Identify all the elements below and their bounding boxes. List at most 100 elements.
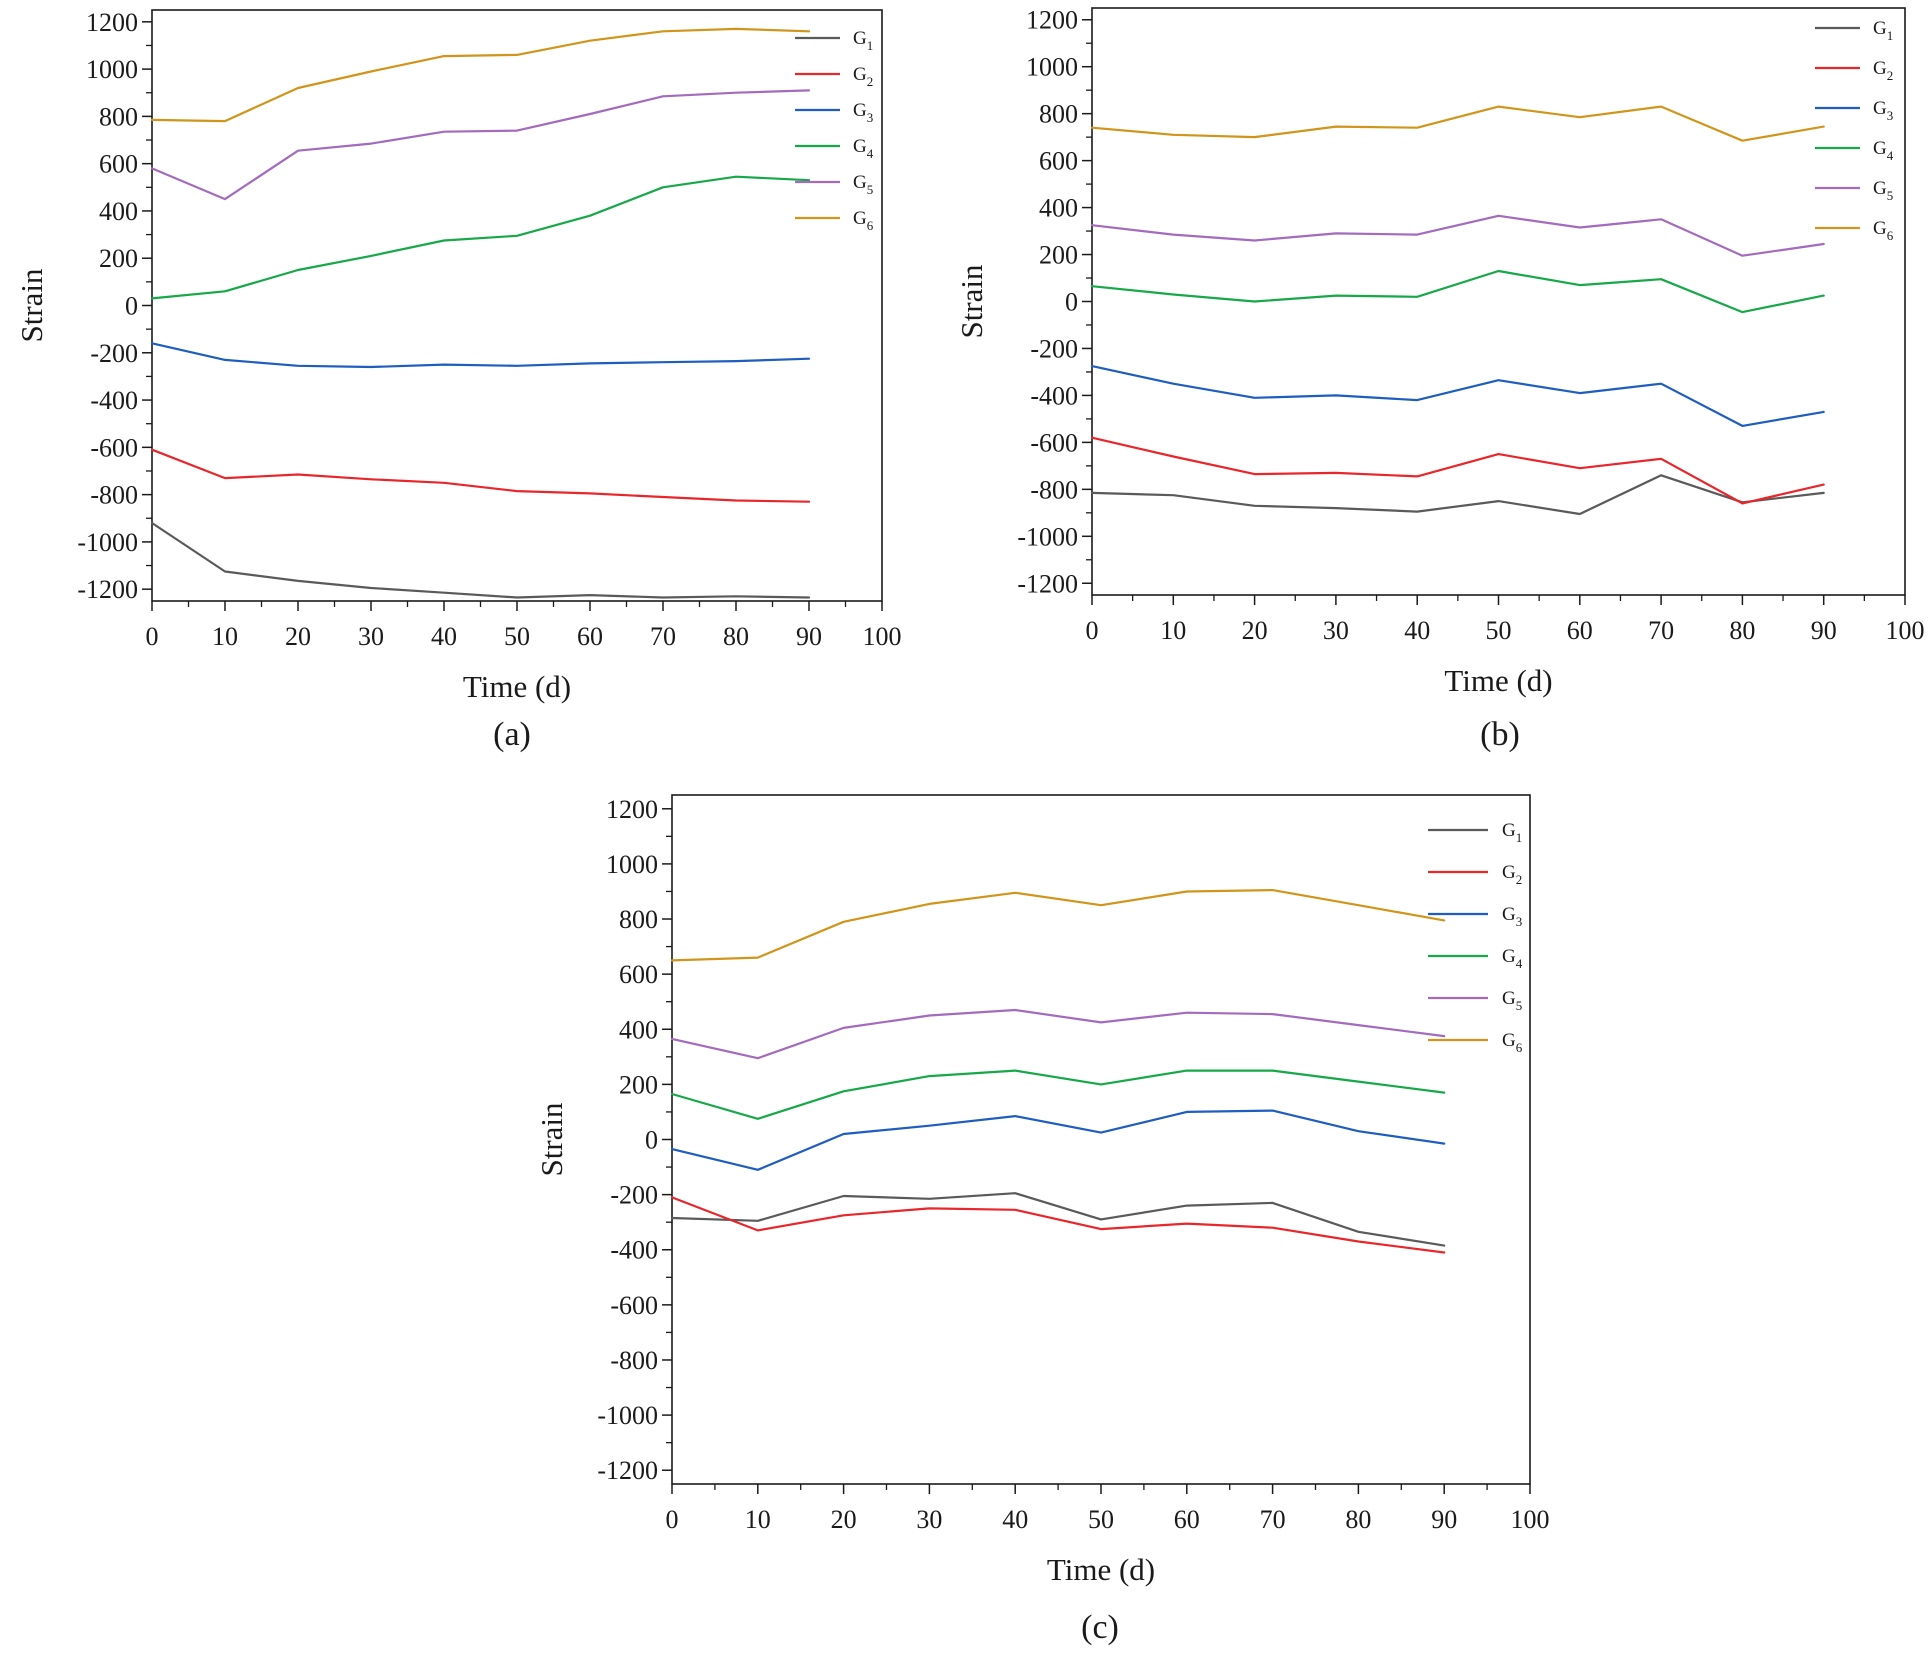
x-axis-title: Time (d) (463, 669, 571, 704)
y-tick-label: -1200 (77, 575, 138, 604)
y-tick-label: 0 (125, 292, 138, 321)
x-tick-label: 50 (1088, 1505, 1114, 1534)
series-line-g5 (670, 1008, 1446, 1060)
legend: G1 G2 G3 G4 G5 G6 (1815, 18, 1894, 243)
y-tick-label: 0 (1065, 288, 1078, 317)
y-tick-label: -800 (1030, 475, 1078, 504)
x-tick-label: 90 (796, 622, 822, 651)
y-tick-label: -1000 (77, 528, 138, 557)
legend-label-g5: G5 (1502, 988, 1522, 1013)
y-tick-label: 1200 (1026, 6, 1078, 35)
chart-c: 0 10 20 30 40 50 60 70 80 90 100 -1200 -1000 -800 -600… (534, 794, 1550, 1646)
x-tick-label: 20 (1242, 616, 1268, 645)
series-line-g6 (1090, 105, 1825, 142)
x-tick-label: 10 (212, 622, 238, 651)
x-axis-title: Time (d) (1047, 1552, 1155, 1587)
y-tick-label: 1200 (606, 795, 658, 824)
chart-b: 0 10 20 30 40 50 60 70 80 90 100 -1200 -1000 -800 -600… (954, 6, 1925, 753)
y-tick-label: 400 (1039, 194, 1078, 223)
y-tick-label: -400 (90, 386, 138, 415)
series-line-g6 (150, 27, 811, 123)
y-tick-label: 1200 (86, 8, 138, 37)
x-tick-label: 70 (650, 622, 676, 651)
y-axis-title: Strain (954, 264, 989, 339)
chart-panel-a: 0 10 20 30 40 50 60 70 80 90 100 -1200 -1000 -800 -600… (0, 0, 960, 770)
y-tick-label: -1000 (597, 1401, 658, 1430)
y-tick-label: -200 (1030, 334, 1078, 363)
series-line-g3 (1090, 365, 1825, 427)
legend-label-g6: G6 (1502, 1030, 1523, 1055)
x-tick-label: 80 (723, 622, 749, 651)
legend-label-g2: G2 (1873, 58, 1893, 83)
y-tick-label: 200 (99, 244, 138, 273)
x-tick-label: 30 (358, 622, 384, 651)
legend-label-g5: G5 (853, 172, 873, 197)
series-line-g1 (1090, 474, 1825, 516)
y-tick-label: 1000 (1026, 53, 1078, 82)
legend: G1 G2 G3 G4 G5 G6 (795, 28, 874, 233)
panel-caption-a: (a) (493, 716, 531, 753)
legend-label-g3: G3 (853, 100, 873, 125)
series-line-g4 (670, 1069, 1446, 1120)
y-tick-label: -400 (1030, 381, 1078, 410)
y-tick-label: -400 (610, 1236, 658, 1265)
x-tick-label: 20 (285, 622, 311, 651)
y-tick-label: 600 (619, 960, 658, 989)
y-tick-label: 0 (645, 1126, 658, 1155)
y-tick-label: -200 (90, 339, 138, 368)
plot-frame (671, 794, 1531, 1485)
y-tick-label: -1200 (597, 1456, 658, 1485)
y-tick-label: 400 (619, 1015, 658, 1044)
chart-a: 0 10 20 30 40 50 60 70 80 90 100 -1200 -1000 -800 -600… (14, 8, 902, 753)
x-axis-title: Time (d) (1444, 663, 1552, 698)
y-tick-label: 800 (1039, 100, 1078, 129)
series-line-g4 (150, 175, 811, 300)
legend-label-g3: G3 (1502, 904, 1522, 929)
series-line-g3 (670, 1109, 1446, 1171)
x-tick-label: 40 (1404, 616, 1430, 645)
x-tick-label: 0 (1086, 616, 1099, 645)
x-tick-label: 70 (1648, 616, 1674, 645)
x-tick-label: 100 (1511, 1505, 1550, 1534)
x-tick-label: 80 (1729, 616, 1755, 645)
y-tick-label: 600 (1039, 147, 1078, 176)
x-tick-label: 40 (431, 622, 457, 651)
x-tick-label: 0 (146, 622, 159, 651)
legend-label-g1: G1 (853, 28, 873, 53)
y-tick-label: -600 (1030, 428, 1078, 457)
y-tick-label: 800 (619, 905, 658, 934)
x-tick-label: 60 (1567, 616, 1593, 645)
series-line-g4 (1090, 269, 1825, 314)
legend-label-g2: G2 (1502, 862, 1522, 887)
plot-frame (1091, 7, 1906, 596)
y-tick-label: 1000 (606, 850, 658, 879)
y-tick-label: 400 (99, 197, 138, 226)
x-tick-label: 60 (577, 622, 603, 651)
x-tick-label: 20 (831, 1505, 857, 1534)
x-tick-label: 90 (1431, 1505, 1457, 1534)
y-tick-label: 1000 (86, 55, 138, 84)
y-tick-label: -800 (610, 1346, 658, 1375)
chart-panel-b: 0 10 20 30 40 50 60 70 80 90 100 -1200 -1000 -800 -600… (954, 0, 1931, 770)
panel-caption-b: (b) (1480, 716, 1520, 753)
legend: G1 G2 G3 G4 G5 G6 (1428, 820, 1523, 1055)
x-tick-label: 50 (504, 622, 530, 651)
x-tick-label: 40 (1002, 1505, 1028, 1534)
series-line-g1 (150, 521, 811, 599)
y-tick-label: 600 (99, 150, 138, 179)
x-tick-label: 90 (1811, 616, 1837, 645)
panel-caption-c: (c) (1081, 1609, 1119, 1646)
x-tick-label: 0 (666, 1505, 679, 1534)
legend-label-g6: G6 (1873, 218, 1894, 243)
x-tick-label: 70 (1260, 1505, 1286, 1534)
y-tick-label: -1200 (1017, 569, 1078, 598)
chart-panel-c: 0 10 20 30 40 50 60 70 80 90 100 -1200 -1000 -800 -600… (480, 770, 1580, 1659)
legend-label-g1: G1 (1873, 18, 1893, 43)
series-line-g2 (150, 448, 811, 503)
y-tick-label: -600 (90, 433, 138, 462)
y-tick-label: 200 (1039, 241, 1078, 270)
y-axis-title: Strain (14, 268, 49, 343)
x-tick-label: 60 (1174, 1505, 1200, 1534)
y-tick-label: 200 (619, 1070, 658, 1099)
series-line-g5 (150, 89, 811, 201)
